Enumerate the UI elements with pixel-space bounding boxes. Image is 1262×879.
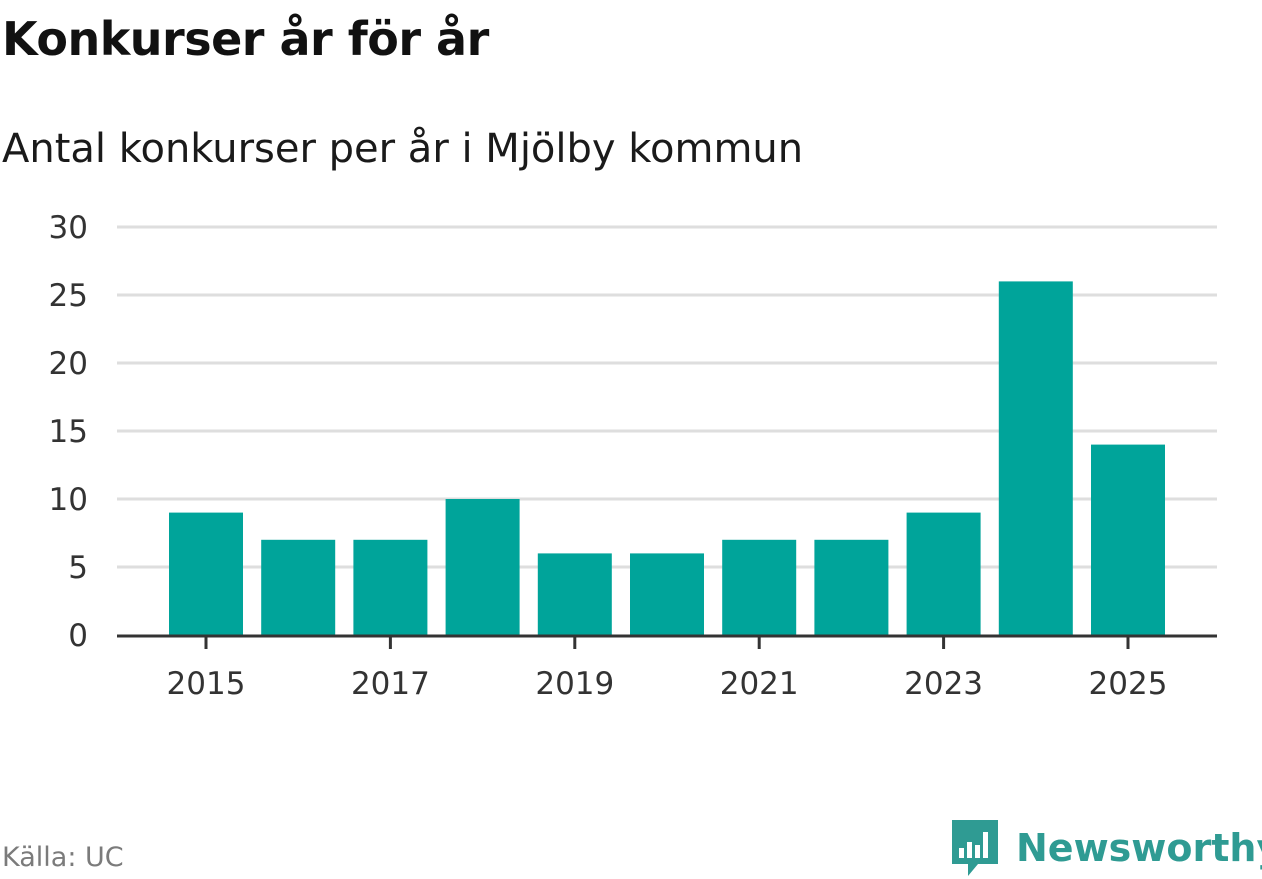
bar-2021 (722, 539, 797, 635)
brand-logo: Newsworthy (950, 818, 1262, 878)
x-tick-label-2017: 2017 (351, 666, 430, 702)
bar-2020 (630, 553, 704, 635)
brand-name: Newsworthy (1016, 826, 1262, 870)
bar-2015 (169, 512, 243, 635)
y-tick-label-10: 10 (49, 482, 88, 518)
bar-2024 (998, 281, 1073, 635)
bar-2016 (261, 539, 336, 635)
bar-2025 (1091, 444, 1165, 635)
chart-title: Konkurser år för år (2, 12, 489, 66)
x-tick-label-2015: 2015 (167, 666, 246, 702)
y-tick-label-20: 20 (49, 346, 88, 382)
x-tick-label-2025: 2025 (1089, 666, 1168, 702)
bar-2017 (353, 539, 428, 635)
bar-2022 (814, 539, 889, 635)
y-tick-label-0: 0 (68, 618, 88, 654)
x-tick-label-2021: 2021 (720, 666, 799, 702)
y-tick-label-30: 30 (49, 210, 88, 246)
y-tick-label-15: 15 (49, 414, 88, 450)
bars (169, 281, 1165, 635)
bar-2018 (445, 499, 520, 635)
x-tick-label-2023: 2023 (904, 666, 983, 702)
x-tick-label-2019: 2019 (535, 666, 614, 702)
y-tick-label-25: 25 (49, 278, 88, 314)
chart-subtitle: Antal konkurser per år i Mjölby kommun (2, 126, 804, 172)
bar-2019 (537, 553, 612, 635)
bar-2023 (906, 512, 981, 635)
y-tick-label-5: 5 (68, 550, 88, 586)
newsworthy-logo-icon (952, 820, 998, 876)
source-note: Källa: UC (2, 842, 124, 873)
